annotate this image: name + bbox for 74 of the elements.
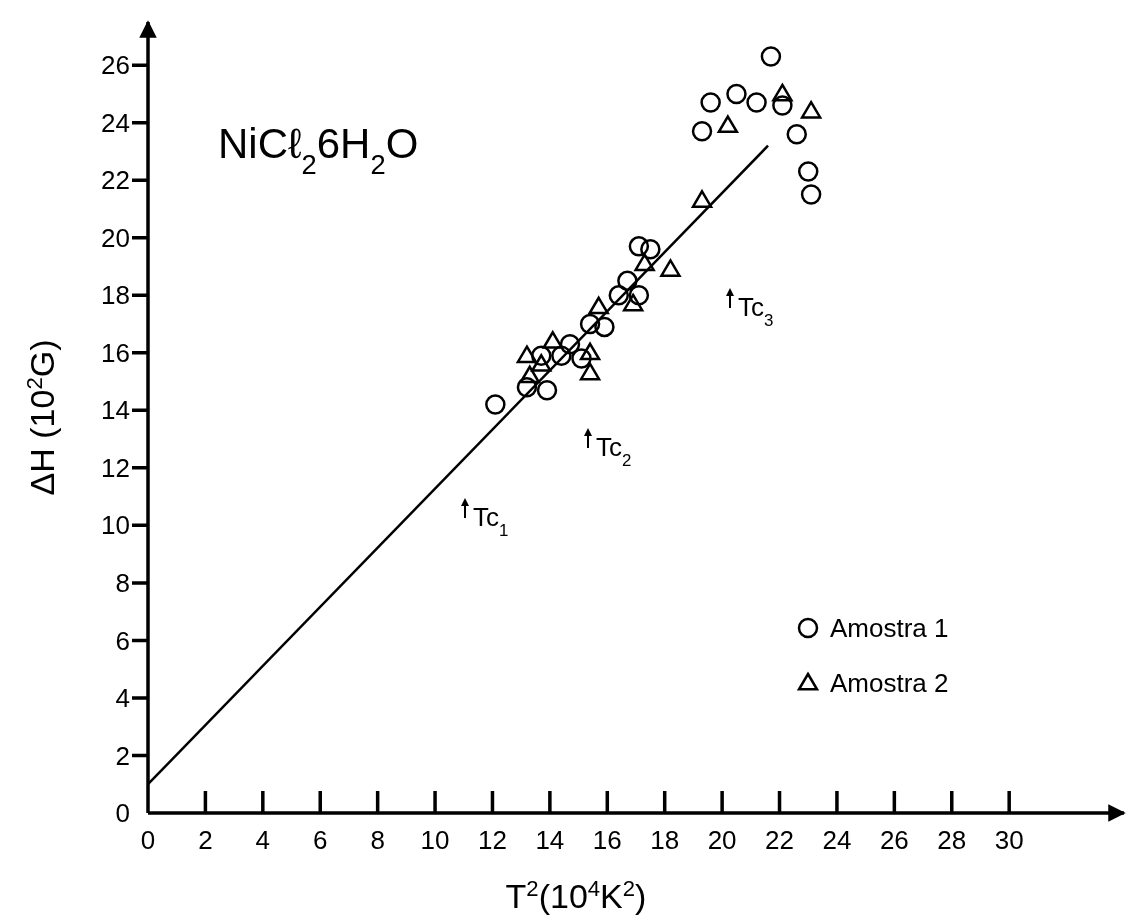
x-tick-label: 18: [650, 825, 680, 855]
annotation: Tc$_{2}$: [596, 432, 632, 470]
x-tick-label: 12: [478, 825, 507, 855]
point: [608, 285, 630, 306]
point: [594, 316, 615, 338]
x-tick-label: 14: [535, 825, 565, 855]
y-tick-label: 22: [101, 165, 130, 196]
x-tick-label: 0: [140, 825, 156, 855]
point: [797, 161, 819, 182]
legend-label: Amostra 2: [830, 668, 949, 699]
point: [628, 236, 650, 257]
point: [519, 365, 541, 384]
point: [536, 379, 558, 401]
point: [485, 394, 506, 415]
x-tick-label: 20: [707, 825, 737, 855]
y-tick-label: 2: [115, 740, 130, 771]
x-tick-label: 4: [255, 825, 271, 855]
point: [579, 342, 601, 361]
x-tick-label: 8: [370, 825, 385, 855]
point: [617, 270, 638, 292]
x-tick-label: 22: [765, 825, 794, 855]
point: [746, 92, 767, 113]
y-tick-label: 16: [101, 337, 130, 368]
y-tick-label: 14: [101, 395, 130, 426]
point: [531, 354, 552, 372]
point: [772, 83, 793, 102]
x-tick-label: 16: [592, 825, 622, 855]
point: [579, 313, 601, 335]
legend-label: Amostra 1: [830, 613, 949, 644]
x-tick-label: 10: [420, 825, 450, 855]
point: [634, 253, 655, 272]
annotation: Tc$_{3}$: [738, 292, 774, 330]
x-tick-label: 2: [198, 825, 213, 855]
x-tick-label: 28: [937, 825, 967, 855]
point: [800, 184, 822, 205]
annotation: NiCℓ$_{2}$6H$_{2}$O: [218, 120, 419, 180]
point: [772, 95, 793, 116]
y-tick-label: 6: [115, 625, 130, 656]
point: [760, 46, 782, 67]
point: [717, 115, 739, 134]
point: [700, 92, 721, 113]
x-axis-title: T$^{2}$(10$^{4}$K$^{2}$): [505, 875, 647, 915]
point: [691, 121, 713, 142]
point: [579, 362, 601, 381]
y-tick-label: 26: [101, 50, 130, 81]
y-tick-label: 4: [115, 683, 130, 714]
y-tick-label: 0: [115, 798, 130, 829]
point: [660, 259, 681, 277]
y-tick-label: 24: [101, 107, 130, 138]
point: [628, 285, 650, 306]
point: [542, 331, 563, 349]
y-tick-label: 20: [101, 222, 130, 253]
point: [622, 293, 644, 312]
x-tick-label: 24: [822, 825, 852, 855]
point: [516, 377, 538, 398]
x-tick-label: 26: [879, 825, 909, 855]
point: [559, 333, 581, 355]
point: [726, 83, 747, 105]
point: [800, 100, 822, 119]
point: [786, 123, 807, 145]
y-tick-label: 10: [101, 510, 130, 541]
y-tick-label: 12: [101, 452, 130, 483]
point: [640, 238, 661, 260]
x-tick-label: 6: [313, 825, 328, 855]
y-tick-label: 18: [101, 280, 130, 311]
point: [516, 345, 538, 364]
x-tick-label: 30: [994, 825, 1024, 855]
point: [691, 190, 713, 208]
annotation: Tc$_{1}$: [473, 502, 509, 540]
point: [588, 296, 609, 315]
point: [531, 345, 552, 366]
point: [571, 348, 592, 369]
point: [551, 345, 572, 366]
y-tick-label: 8: [115, 567, 130, 598]
